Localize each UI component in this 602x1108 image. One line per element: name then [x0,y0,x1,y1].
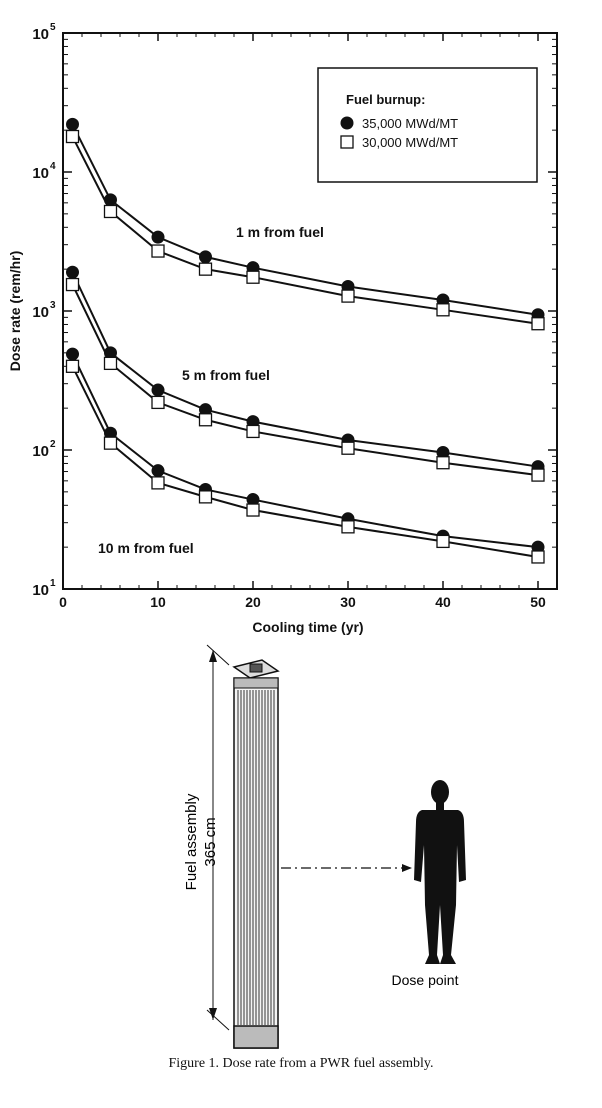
person-silhouette-icon [414,780,466,964]
y-tick-exponent: 4 [50,161,56,172]
assembly-bottom-nozzle [233,1025,279,1049]
x-tick-label: 10 [150,594,166,610]
plot-area-frame [62,32,558,590]
series-group-label: 5 m from fuel [182,367,270,383]
data-point-filled-circle [199,250,212,264]
data-point-filled-circle [199,403,212,417]
data-point-filled-circle [104,193,117,207]
data-point-filled-circle [436,445,450,459]
data-point-open-square [151,476,165,490]
y-tick-label: 10 [32,26,49,43]
data-point-open-square [531,468,545,482]
data-point-open-square [103,436,118,450]
data-point-open-square [436,534,450,549]
data-point-filled-circle [104,426,117,440]
height-label-line1: Fuel assembly [183,793,200,890]
data-point-open-square [65,129,80,144]
y-tick-exponent: 3 [50,300,56,311]
series-group-label: 10 m from fuel [98,540,194,556]
assembly-top-fitting [249,663,263,673]
data-point-open-square [531,550,545,564]
series-layer [65,117,545,564]
assembly-top-face [232,659,280,679]
height-label-line2: 365 cm [202,817,219,866]
data-point-filled-circle [151,464,165,478]
legend-entry-30000: 30,000 MWd/MT [362,135,458,150]
y-tick-label: 10 [32,304,49,321]
data-point-open-square [103,356,118,371]
data-point-filled-circle [66,117,79,131]
assembly-top-nozzle [233,677,279,689]
series-line [71,353,539,549]
y-axis-title: Dose rate (rem/hr) [7,251,23,372]
data-point-open-square [65,359,80,373]
y-tick-exponent: 5 [50,22,56,33]
x-tick-label: 0 [59,594,67,610]
legend: Fuel burnup: 35,000 MWd/MT 30,000 MWd/MT [317,67,538,183]
data-point-filled-circle [104,346,117,360]
data-point-filled-circle [66,265,79,279]
legend-title: Fuel burnup: [346,92,425,107]
x-tick-label: 20 [245,594,261,610]
legend-marker-open-square [340,135,354,149]
legend-box [317,67,538,183]
distance-line [281,864,412,872]
data-point-filled-circle [151,383,165,397]
fuel-assembly-illustration [232,659,280,1049]
data-point-open-square [436,456,450,470]
legend-entry-35000: 35,000 MWd/MT [362,116,458,131]
legend-marker-filled-circle [340,116,354,130]
data-point-open-square [198,262,213,276]
series-line [71,284,539,477]
series-line [71,136,539,325]
data-point-open-square [341,289,355,303]
y-tick-label: 10 [32,582,49,599]
height-dimension [206,644,230,1031]
series-line [71,365,539,558]
series-group-label: 1 m from fuel [236,224,324,240]
data-point-open-square [198,413,213,427]
data-point-open-square [531,317,545,331]
fuel-rods [237,690,275,1025]
figure-caption: Figure 1. Dose rate from a PWR fuel asse… [168,1056,434,1071]
x-tick-label: 50 [530,594,546,610]
data-point-open-square [65,277,80,292]
data-point-open-square [246,503,260,517]
data-point-filled-circle [66,347,79,361]
data-point-open-square [341,441,355,455]
data-point-open-square [246,270,260,284]
data-point-filled-circle [151,230,165,244]
data-point-open-square [151,395,165,410]
y-tick-exponent: 1 [50,578,56,589]
dose-point-label: Dose point [392,972,459,988]
x-tick-label: 30 [340,594,356,610]
data-point-open-square [103,204,118,219]
x-axis-title: Cooling time (yr) [252,619,363,635]
y-tick-label: 10 [32,165,49,182]
y-tick-exponent: 2 [50,439,56,450]
data-point-open-square [151,244,165,258]
data-point-open-square [198,490,213,504]
series-line [71,271,539,468]
data-point-open-square [246,424,260,439]
data-point-open-square [341,520,355,534]
assembly-body [233,677,279,1049]
series-line [71,123,539,316]
y-tick-label: 10 [32,443,49,460]
data-point-filled-circle [246,493,260,507]
x-tick-label: 40 [435,594,451,610]
data-point-open-square [436,303,450,317]
